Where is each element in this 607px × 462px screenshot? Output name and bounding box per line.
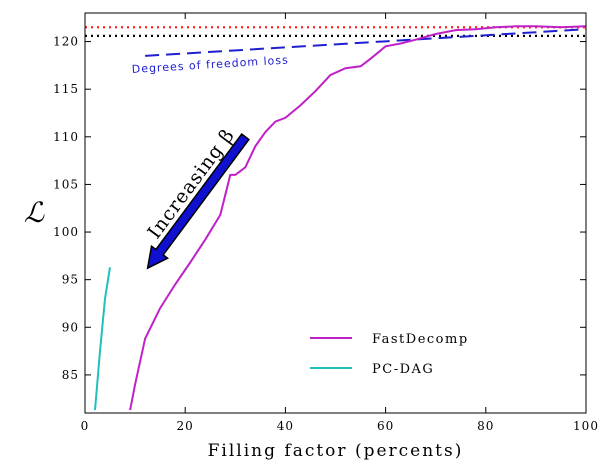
y-tick-label: 110 (53, 130, 79, 144)
y-tick-label: 100 (53, 225, 79, 239)
axis-ticks-layer: 0 20 40 60 80 100 85 90 95 100 105 110 115 120 (53, 13, 599, 433)
plot-series-layer (85, 25, 586, 411)
plot-frame (84, 12, 587, 414)
x-axis-label: Filling factor (percents) (208, 441, 464, 461)
x-tick-label: 40 (277, 419, 294, 433)
y-tick-label: 90 (62, 320, 79, 334)
y-tick-label: 105 (53, 177, 79, 191)
increasing-beta-label: Increasing β (143, 124, 239, 243)
y-tick-label: 115 (53, 82, 79, 96)
x-tick-label: 80 (477, 419, 494, 433)
x-tick-label: 0 (81, 419, 90, 433)
dof-loss-line (145, 28, 586, 57)
x-tick-label: 100 (573, 419, 599, 433)
y-tick-label: 120 (53, 35, 79, 49)
x-tick-label: 20 (177, 419, 194, 433)
legend-label-2: PC-DAG (372, 362, 434, 377)
increasing-beta-arrow (146, 133, 250, 270)
y-tick-label: 85 (62, 368, 79, 382)
legend-label-1: FastDecomp (372, 332, 469, 347)
dof-loss-label: Degrees of freedom loss (131, 53, 289, 76)
legend: FastDecomp PC-DAG (310, 332, 469, 377)
y-axis-label: ℒ (24, 196, 45, 229)
series-line-fastdecomp (129, 25, 586, 411)
x-tick-label: 60 (377, 419, 394, 433)
annotation-layer: Degrees of freedom loss Increasing β (131, 53, 289, 270)
y-tick-label: 95 (62, 273, 79, 287)
series-line-pc-dag (94, 267, 111, 411)
